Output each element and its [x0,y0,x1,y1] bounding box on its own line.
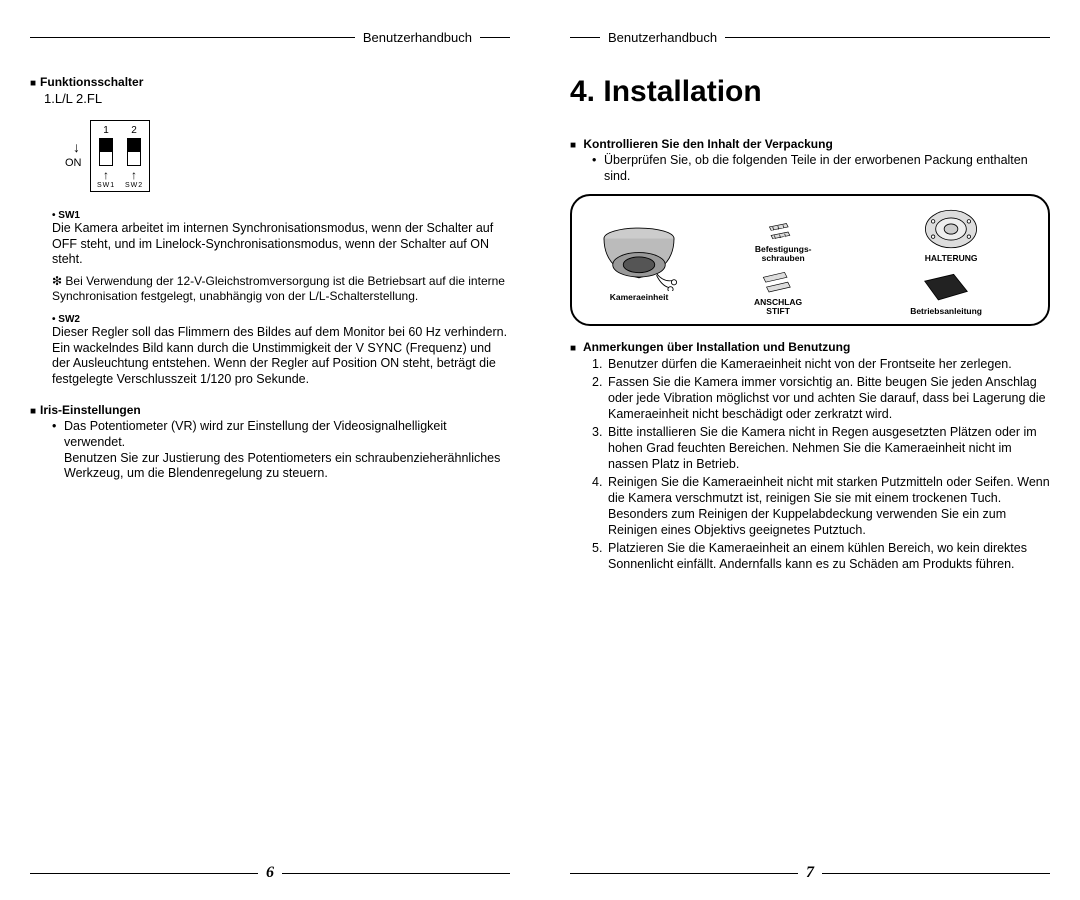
arrow-up-icon: ↑ [97,168,115,182]
pkg-bracket-label: HALTERUNG [925,254,978,263]
sec2-title: Iris-Einstellungen [40,403,141,417]
section-package: ■ Kontrollieren Sie den Inhalt der Verpa… [570,137,1050,151]
page-header-left: Benutzerhandbuch [30,30,510,45]
list-item: 3.Bitte installieren Sie die Kamera nich… [592,424,1050,472]
sw1-label: • SW1 [52,210,510,221]
bullet-square-icon: ■ [30,406,36,417]
pkg-camera-label: Kameraeinheit [610,293,669,302]
sw2-text: Dieser Regler soll das Flimmern des Bild… [52,325,510,388]
dip-slot-2 [127,138,141,166]
page-number-6: 6 [266,864,274,882]
header-rule-short [570,37,600,38]
sw1-text: Die Kamera arbeitet im internen Synchron… [52,221,510,268]
page-7: Benutzerhandbuch 4. Installation ■ Kontr… [540,30,1080,900]
iris-text: Das Potentiometer (VR) wird zur Einstell… [64,419,510,482]
list-item: 5.Platzieren Sie die Kameraeinheit an ei… [592,540,1050,572]
footer-rule [282,873,510,874]
page-number-7: 7 [806,864,814,882]
section-funktionsschalter: ■ Funktionsschalter [30,75,510,89]
header-rule-short [480,37,510,38]
footer-rule [30,873,258,874]
dip-slot-1 [99,138,113,166]
pkg-manual-label: Betriebsanleitung [910,307,982,316]
package-contents-box: Kameraeinheit Befestigungs- schrauben [570,194,1050,326]
sw2-label: • SW2 [52,314,510,325]
bullet-square-icon: ■ [570,140,576,151]
list-item: 2.Fassen Sie die Kamera immer vorsichtig… [592,374,1050,422]
iris-list: •Das Potentiometer (VR) wird zur Einstel… [52,419,510,482]
pkg-text: Überprüfen Sie, ob die folgenden Teile i… [604,153,1050,184]
header-title: Benutzerhandbuch [363,30,472,45]
header-rule [30,37,355,38]
sec1-title: Funktionsschalter [40,75,143,89]
header-rule [725,37,1050,38]
sw1-block: • SW1 Die Kamera arbeitet im internen Sy… [52,210,510,268]
dip-col1-num: 1 [97,125,115,136]
page-6: Benutzerhandbuch ■ Funktionsschalter 1.L/… [0,30,540,900]
pkg-intro: •Überprüfen Sie, ob die folgenden Teile … [592,153,1050,184]
notes-title: Anmerkungen über Installation und Benutz… [583,340,850,354]
section-notes: ■ Anmerkungen über Installation und Benu… [570,340,1050,354]
pkg-screws-label: Befestigungs- schrauben [755,245,812,264]
manual-icon [921,271,971,305]
star-note: ❇ Bei Verwendung der 12-V-Gleichstromver… [52,274,510,304]
header-title-r: Benutzerhandbuch [608,30,717,45]
list-item: 4.Reinigen Sie die Kameraeinheit nicht m… [592,474,1050,538]
sec1-sub: 1.L/L 2.FL [44,91,510,106]
list-item: 1.Benutzer dürfen die Kameraeinheit nich… [592,356,1050,372]
manual-spread: Benutzerhandbuch ■ Funktionsschalter 1.L/… [0,0,1080,900]
pkg-title: Kontrollieren Sie den Inhalt der Verpack… [583,137,832,151]
footer-rule [822,873,1050,874]
anchor-icon [760,270,796,296]
dip-col2-num: 2 [125,125,143,136]
sw2-block: • SW2 Dieser Regler soll das Flimmern de… [52,314,510,388]
dip-sw1-label: SW1 [97,182,115,189]
dip-sw2-label: SW2 [125,182,143,189]
footer-rule [570,873,798,874]
dip-switch-diagram: ↓ ON 1 ↑ SW1 2 ↑ SW2 [90,120,510,192]
section-iris: ■ Iris-Einstellungen [30,403,510,417]
page-header-right: Benutzerhandbuch [570,30,1050,45]
screws-icon [766,221,800,243]
page-footer-right: 7 [570,864,1050,882]
arrow-down-icon: ↓ [73,139,80,155]
camera-icon [594,221,684,291]
bracket-icon [921,206,981,252]
bullet-square-icon: ■ [570,343,576,354]
page-footer-left: 6 [30,864,510,882]
pkg-anchor-label: ANSCHLAG STIFT [754,298,802,317]
arrow-up-icon: ↑ [125,168,143,182]
chapter-title: 4. Installation [570,75,1050,109]
bullet-square-icon: ■ [30,78,36,89]
on-label: ON [65,157,82,169]
notes-list: 1.Benutzer dürfen die Kameraeinheit nich… [592,356,1050,572]
